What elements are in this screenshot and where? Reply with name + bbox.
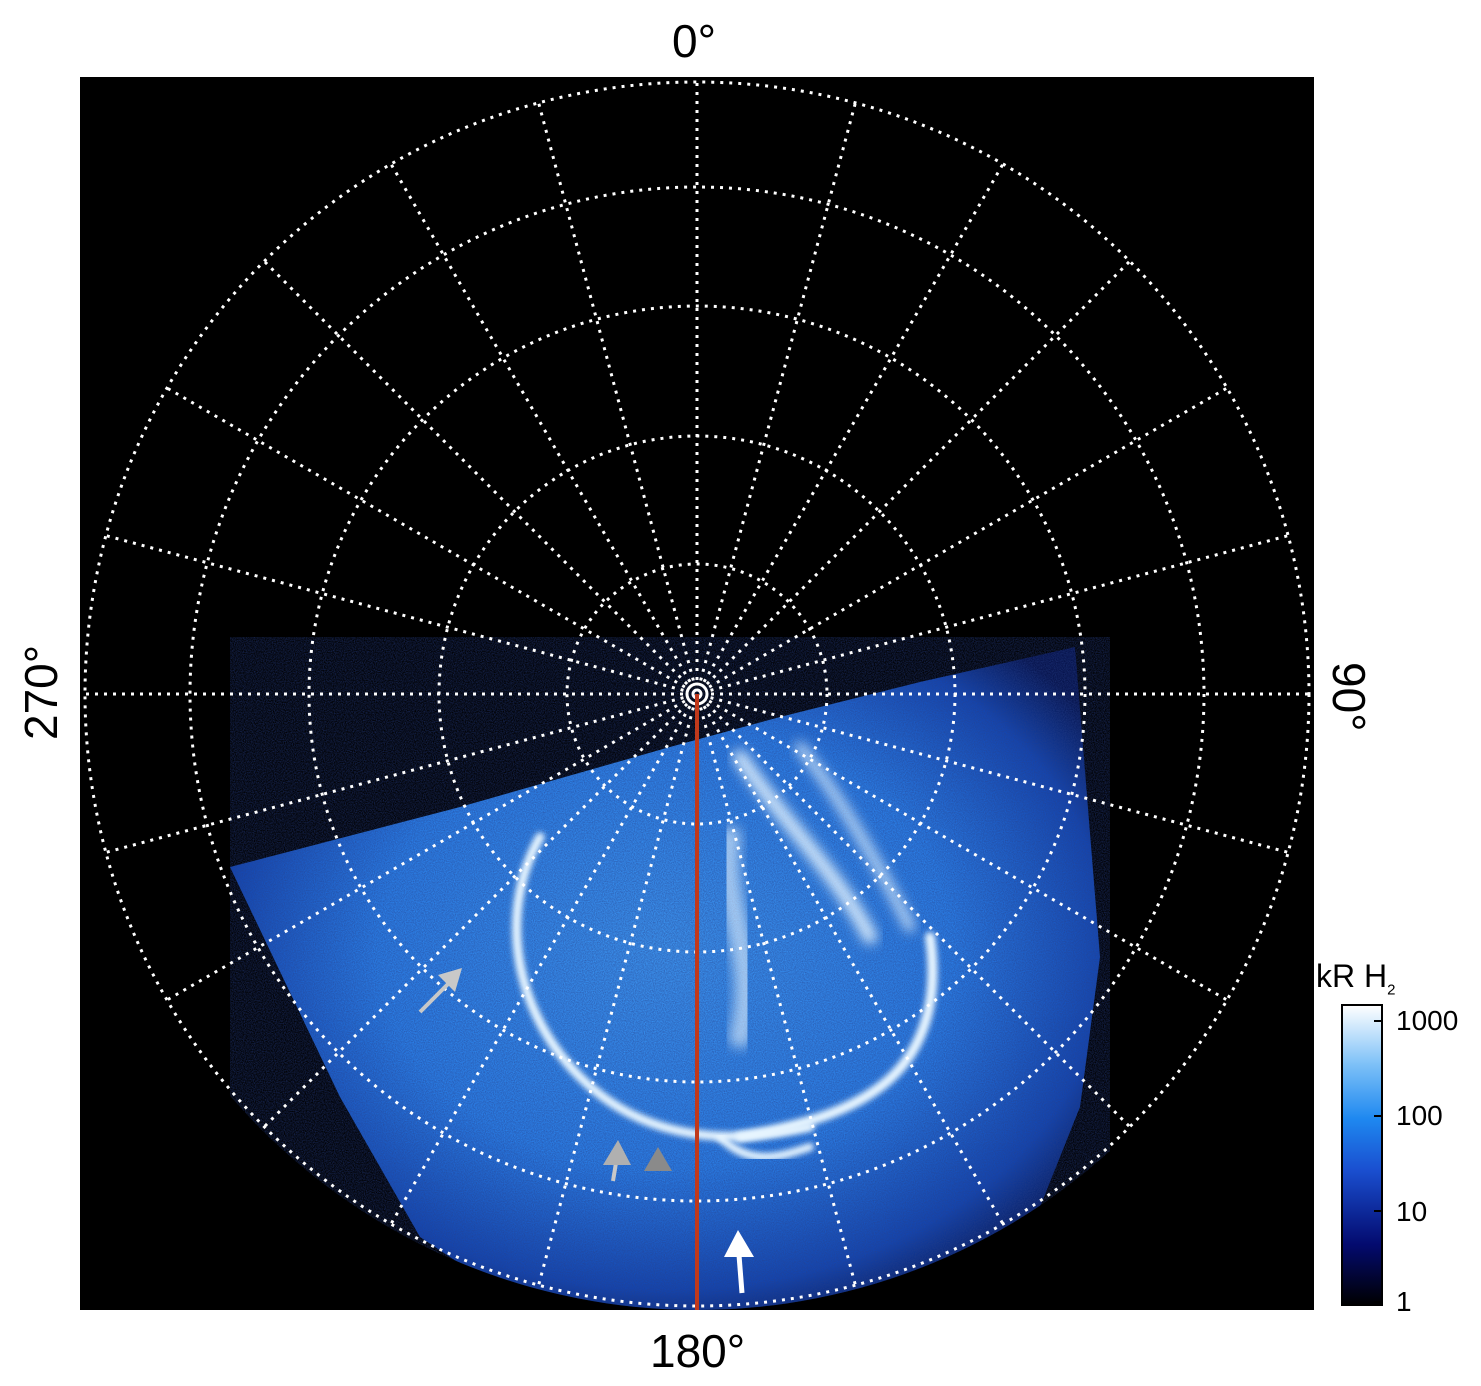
colorbar-tick-label: 1 xyxy=(1396,1286,1412,1317)
latitude-circle xyxy=(83,80,1311,1308)
colorbar-title: kR H2 xyxy=(1316,958,1396,999)
longitude-label-90: 90° xyxy=(1323,662,1375,732)
arrow-icon xyxy=(603,1140,631,1182)
arrow-markers xyxy=(418,968,754,1294)
longitude-label-270: 270° xyxy=(15,644,67,740)
bright-oval xyxy=(512,742,938,1161)
longitude-label-180: 180° xyxy=(650,1325,746,1377)
colorbar-tick-label: 10 xyxy=(1396,1196,1428,1227)
colorbar xyxy=(1341,1004,1383,1306)
longitude-label-0: 0° xyxy=(672,15,716,67)
colorbar-tick-label: 100 xyxy=(1396,1100,1443,1131)
latitude-circle xyxy=(307,304,1087,1084)
colorbar-scale xyxy=(1341,1004,1383,1306)
colorbar-tick-label: 1000 xyxy=(1396,1005,1459,1036)
aurora-emission xyxy=(230,637,1110,1310)
arrow-icon xyxy=(418,968,462,1014)
aurora-noise-texture xyxy=(230,637,1110,1310)
polar-aurora-image xyxy=(80,77,1314,1310)
arrow-icon xyxy=(644,1147,672,1171)
latitude-circle xyxy=(188,185,1206,1203)
latitude-circle xyxy=(565,562,829,826)
colorbar-ticks xyxy=(1374,1020,1382,1303)
arrow-icon xyxy=(724,1230,754,1294)
